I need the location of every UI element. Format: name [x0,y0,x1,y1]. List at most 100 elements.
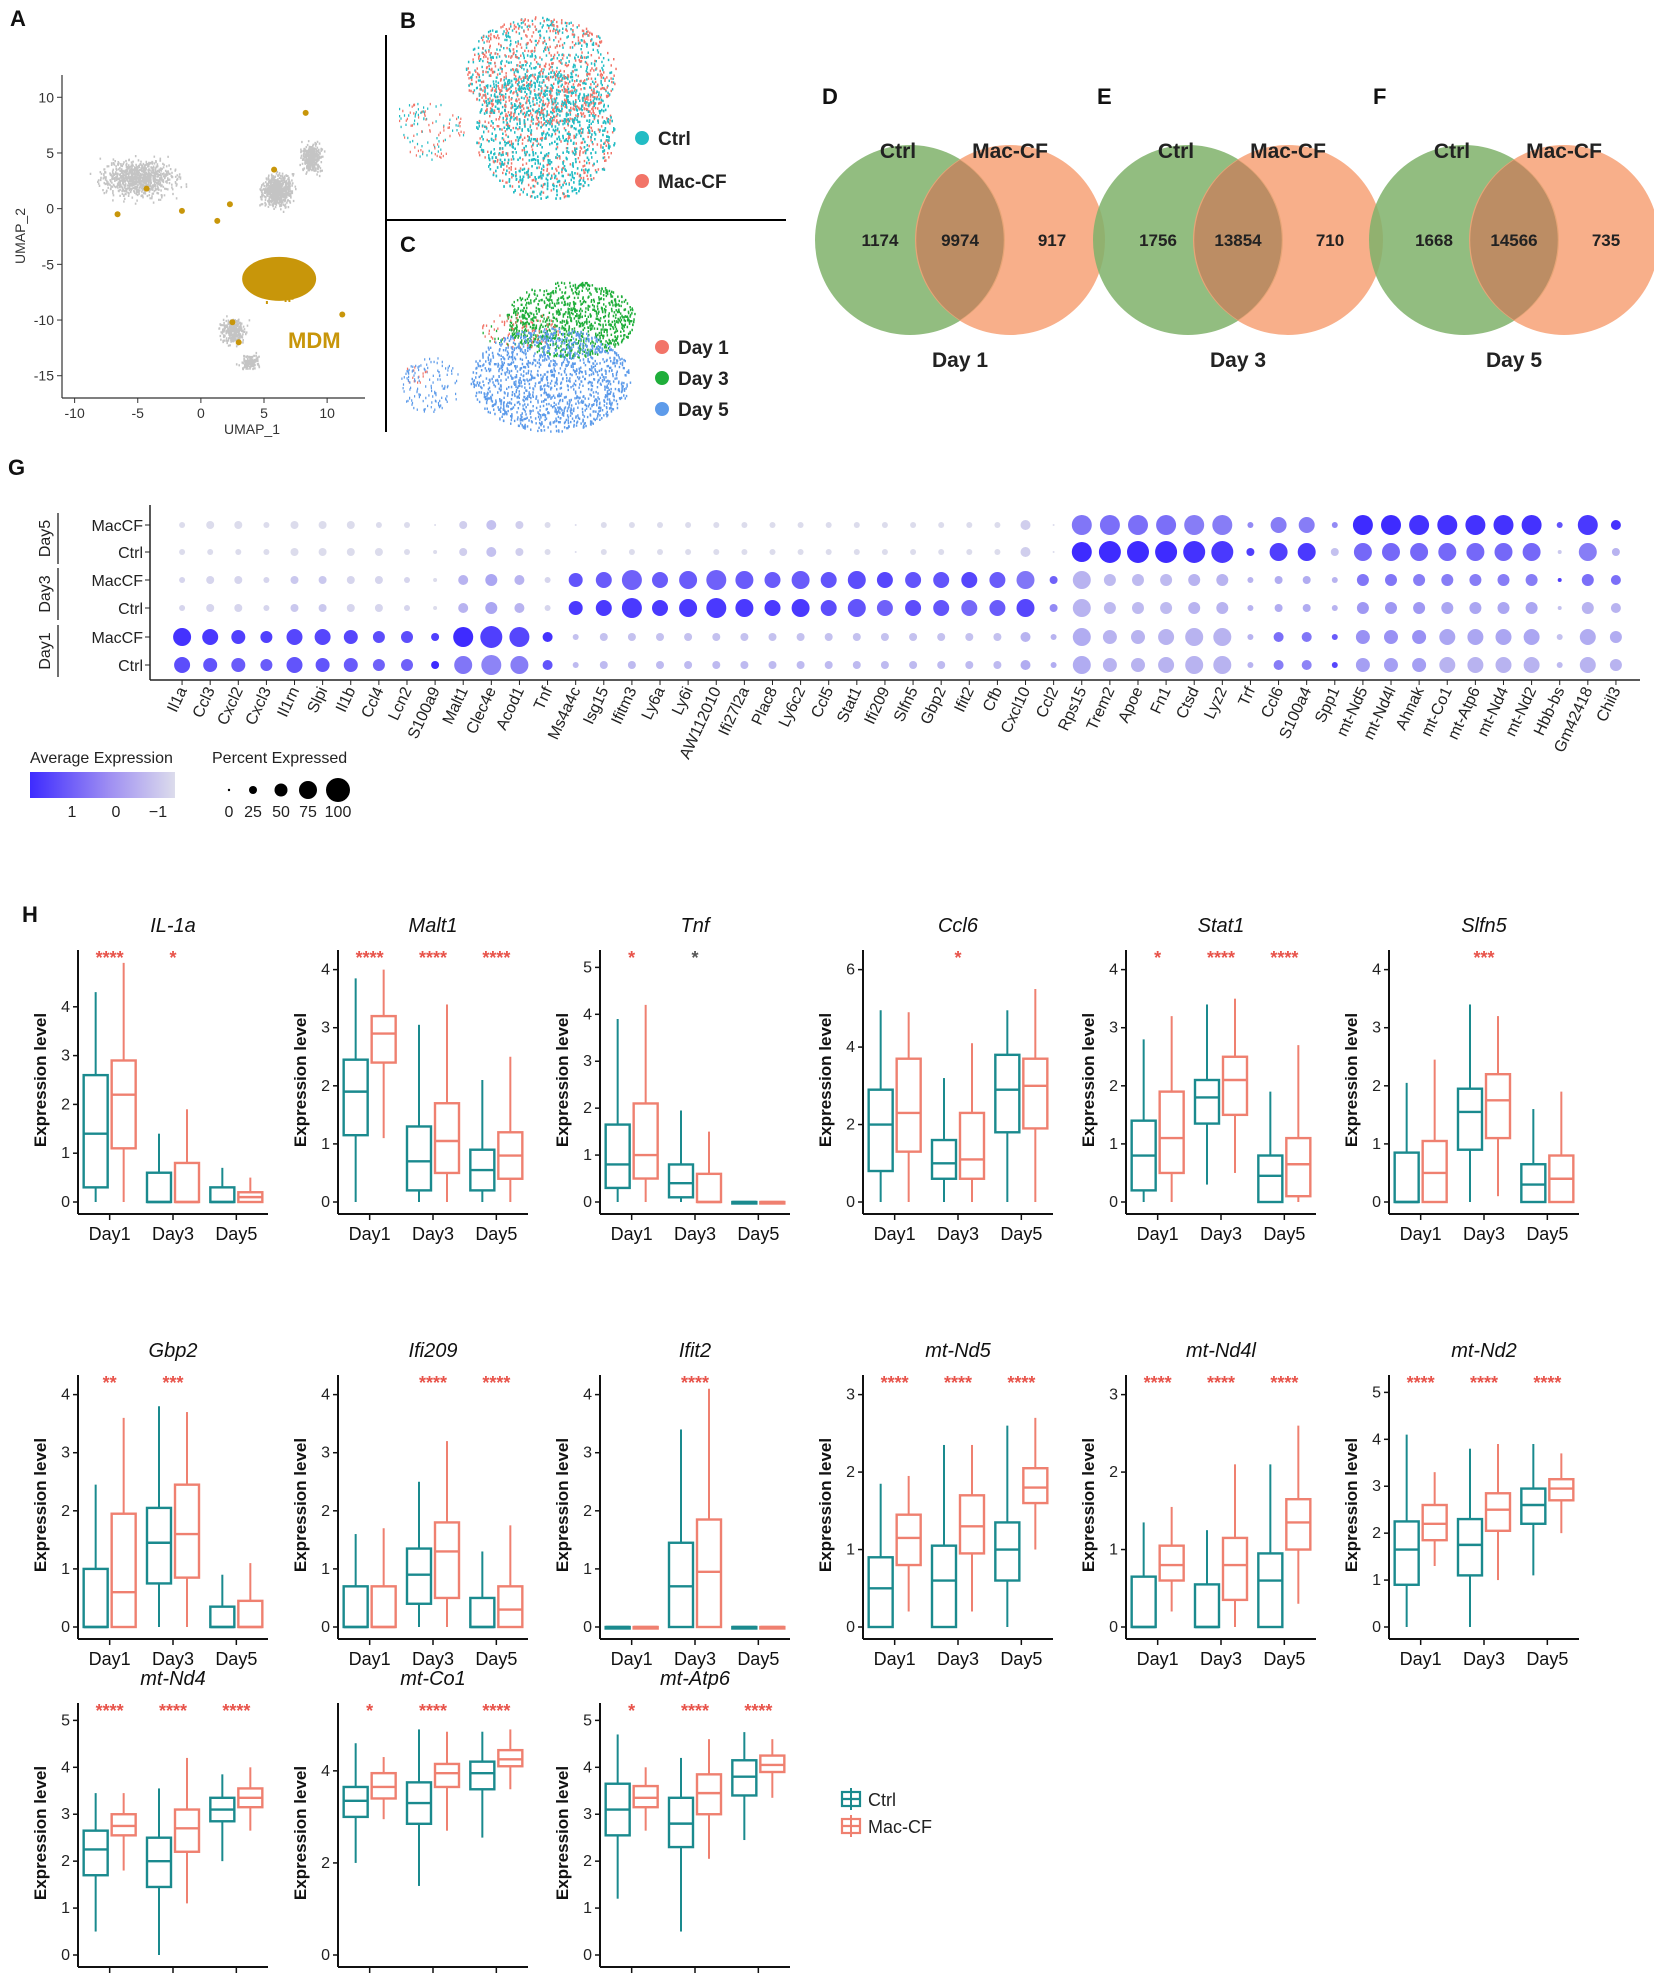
dot-Ccl4 [374,548,383,556]
gene-label: Tnf [531,684,556,713]
dot-Ahnak [1412,658,1427,672]
dot-Ly6i [684,661,693,669]
boxplot-xtick-label: Day1 [874,1224,916,1244]
box-iqr [1158,1090,1185,1175]
dot-Spp1 [1331,634,1338,640]
box-iqr [1130,1575,1157,1629]
dot-mt-Atp6 [1469,602,1482,614]
dot-Clec4e [486,547,497,557]
dot-Ccl6 [1274,576,1283,584]
venn-both-count: 13854 [1214,231,1262,250]
boxplot-xtick-label: Day5 [1526,1649,1568,1669]
gene-label: Ly6a [639,684,669,722]
dot-Il1a [179,522,186,528]
dot-Ly6c2 [791,599,810,617]
dot-Ly6a [652,600,668,616]
boxplot-ytick-label: 4 [1109,962,1118,979]
dot-Clec4e [486,520,497,530]
venn-both-count: 14566 [1490,231,1537,250]
legend-c-day3: Day 3 [678,369,729,390]
boxplot-xtick-label: Day3 [1200,1649,1242,1669]
dot-Trf [1247,605,1254,611]
boxplot-xtick-label: Day3 [152,1649,194,1669]
dot-Cxcl10 [1020,660,1031,670]
dot-Gbp2 [933,600,950,616]
box-iqr [1456,1517,1484,1577]
dot-Clec4e [485,574,498,586]
scatter-points [476,71,616,200]
boxplot-ytick-label: 3 [321,1445,330,1462]
dot-Hbb-bs [1556,522,1563,528]
box-Ctrl-Day5 [1520,1109,1547,1204]
box-Ctrl-Day3 [1193,1530,1221,1629]
umap-a-ytick-label: 0 [46,201,54,217]
boxplot-ytick-label: 3 [61,1048,70,1065]
dot-mt-Atp6 [1466,543,1485,561]
dot-Tnf [542,660,553,670]
box-Ctrl-Day5 [209,1167,236,1204]
box-Ctrl-Day1 [82,1793,109,1932]
boxplot-xtick-label: Day1 [1400,1224,1442,1244]
dot-Clec4e [481,655,502,675]
dot-Chil3 [1609,659,1622,671]
box-iqr [370,1014,397,1064]
significance-mark: **** [1007,1373,1035,1393]
umap-a-ylabel: UMAP_2 [12,208,28,264]
box-Ctrl-Day1 [342,978,369,1202]
pct-tick-25: 25 [244,804,262,821]
dot-mt-Nd2 [1525,574,1538,586]
gene-label: Ccl5 [808,684,837,720]
dot-Plac8 [769,549,776,555]
dot-AW112010 [713,549,720,555]
gene-label: Ifi209 [862,684,894,727]
dot-Slfn5 [910,549,917,555]
box-iqr [433,1762,461,1789]
box-iqr [110,1512,137,1629]
boxplot-ytick-label: 0 [321,1947,330,1964]
panel-label-b: B [400,8,416,33]
box-Mac-CF-Day5 [237,1177,264,1204]
dot-Ctsd [1188,602,1201,614]
dot-Ifitm3 [628,549,635,555]
dot-mt-Nd2 [1523,629,1540,645]
boxplot-ylabel: Expression level [553,1766,572,1900]
dot-AW112010 [712,661,721,669]
boxplot-xtick-label: Day1 [89,1649,131,1669]
box-Mac-CF-Day1 [110,962,137,1202]
box-Ctrl-Day3 [405,1729,433,1886]
dot-Ccl3 [206,604,215,612]
box-Mac-CF-Day3 [695,1388,723,1629]
dot-mt-Nd4 [1497,602,1510,614]
significance-mark: **** [744,1701,772,1721]
gene-label: Ccl6 [1258,684,1287,720]
umap-a-mdm-point [226,201,233,208]
significance-mark: **** [482,1701,510,1721]
significance-mark: **** [96,1701,124,1721]
box-iqr [497,1585,524,1629]
dot-Il1a [179,549,186,555]
boxplot-ytick-label: 2 [321,1855,330,1872]
dot-Ly6i [679,599,698,617]
dot-Ccl6 [1274,604,1283,612]
boxplot-ylabel: Expression level [553,1013,572,1147]
boxplot-xtick-label: Day3 [937,1649,979,1669]
boxplot-title: Ccl6 [938,915,979,937]
dot-Ifitm3 [627,633,636,641]
box-iqr [433,1102,461,1175]
dot-Lcn2 [404,605,410,611]
dot-mt-Atp6 [1465,515,1486,535]
box-iqr [1484,1072,1512,1140]
dot-plot-dots [173,515,1622,675]
pct-tick-100: 100 [325,804,352,821]
dot-Il1a [174,657,191,673]
box-Ctrl-Day1 [867,1010,894,1202]
box-Mac-CF-Day3 [1484,1016,1512,1197]
legend-c-day1-swatch [655,340,669,354]
dot-Trem2 [1102,658,1117,672]
dot-Ifi209 [876,572,893,588]
dot-Fn1 [1160,574,1173,586]
venn-left-label: Ctrl [880,140,916,163]
dot-Apoe [1127,541,1149,563]
boxplot-mt-Nd4l: mt-Nd4l Expression level 0 1 2 3 Day1 **** Day3 *… [1079,1340,1316,1669]
